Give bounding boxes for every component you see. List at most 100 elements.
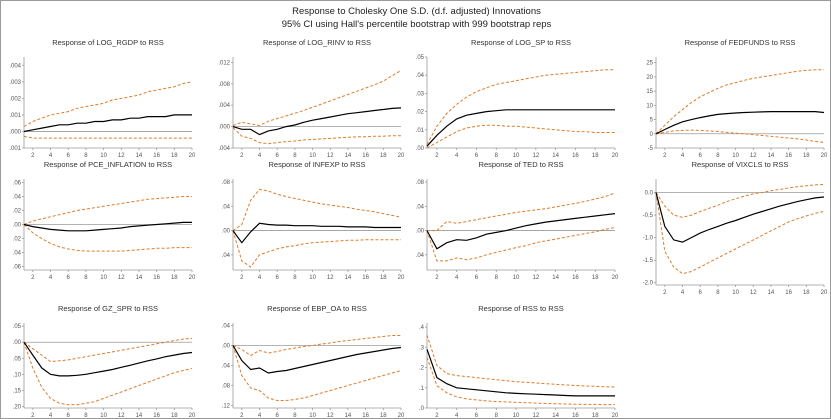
- x-tick-label: 14: [136, 275, 143, 281]
- x-tick-label: 12: [532, 153, 539, 159]
- upper-ci-line: [232, 188, 402, 232]
- response-line: [23, 341, 193, 377]
- x-tick-label: 14: [345, 275, 352, 281]
- upper-ci-line: [23, 81, 193, 127]
- x-tick-label: 8: [716, 153, 720, 159]
- irf-panel: Response of RSS to RSS .0 .1 .2 .3 .4 2 4 6 8 10 12…: [419, 304, 619, 418]
- y-tick-label: .00: [222, 344, 231, 350]
- y-tick-label: .04: [222, 253, 231, 259]
- x-tick-label: 12: [327, 153, 334, 159]
- y-tick-label: 5: [650, 118, 654, 124]
- x-tick-label: 16: [362, 413, 369, 418]
- x-tick-label: 10: [100, 413, 107, 418]
- x-tick-label: 2: [31, 153, 35, 159]
- y-tick-label: .04: [222, 324, 231, 330]
- figure-subtitle: 95% CI using Hall's percentile bootstrap…: [281, 19, 552, 30]
- panel-title: Response of GZ_SPR to RSS: [58, 304, 158, 313]
- x-tick-label: 4: [258, 413, 262, 418]
- x-tick-label: 18: [803, 290, 810, 296]
- y-tick-label: .00: [416, 229, 425, 235]
- response-line: [426, 349, 615, 397]
- y-tick-label: .001: [9, 113, 21, 119]
- panel-title: Response of VIXCLS to RSS: [692, 160, 789, 169]
- lower-ci-line: [655, 192, 825, 275]
- y-tick-label: .3: [419, 345, 425, 351]
- x-tick-label: 20: [398, 153, 405, 159]
- x-tick-label: 6: [699, 153, 703, 159]
- x-tick-label: 18: [592, 413, 599, 418]
- x-tick-label: 10: [732, 290, 739, 296]
- y-tick-label: .04: [416, 253, 425, 259]
- y-tick-label: 15: [646, 89, 653, 95]
- x-tick-label: 18: [380, 153, 387, 159]
- response-line: [232, 107, 402, 136]
- x-tick-label: 14: [136, 153, 143, 159]
- x-tick-label: 6: [475, 153, 479, 159]
- response-line: [23, 221, 192, 232]
- x-tick-label: 20: [612, 275, 619, 281]
- x-tick-label: 16: [572, 275, 579, 281]
- x-tick-label: 16: [785, 290, 792, 296]
- x-tick-label: 2: [31, 413, 35, 418]
- x-tick-label: 18: [171, 275, 178, 281]
- x-tick-label: 8: [716, 290, 720, 296]
- response-line: [426, 213, 616, 250]
- y-tick-label: .0: [419, 406, 425, 412]
- y-tick-label: -1.5: [643, 258, 654, 264]
- x-tick-label: 8: [495, 413, 499, 418]
- y-tick-label: .012: [218, 60, 230, 66]
- x-tick-label: 16: [362, 275, 369, 281]
- response-line: [23, 114, 192, 133]
- y-tick-label: .008: [218, 82, 230, 88]
- x-tick-label: 2: [435, 153, 439, 159]
- panel-title: Response of PCE_INFLATION to RSS: [44, 160, 172, 169]
- y-tick-label: .04: [416, 73, 425, 79]
- x-tick-label: 12: [327, 413, 334, 418]
- y-tick-label: -2.0: [643, 281, 654, 287]
- x-tick-label: 4: [681, 290, 685, 296]
- x-tick-label: 14: [552, 153, 559, 159]
- upper-ci-line: [655, 69, 824, 135]
- y-tick-label: .000: [218, 125, 230, 131]
- x-tick-label: 8: [84, 413, 88, 418]
- response-line: [426, 109, 615, 147]
- panel-title: Response of RSS to RSS: [478, 304, 563, 313]
- y-tick-label: .00: [222, 229, 231, 235]
- x-tick-label: 18: [592, 153, 599, 159]
- panel-title: Response of TED to RSS: [479, 160, 564, 169]
- x-tick-label: 4: [681, 153, 685, 159]
- x-tick-label: 10: [309, 275, 316, 281]
- x-tick-label: 20: [189, 153, 196, 159]
- x-tick-label: 18: [592, 275, 599, 281]
- x-tick-label: 14: [345, 153, 352, 159]
- x-tick-label: 4: [49, 275, 53, 281]
- response-line: [655, 192, 825, 243]
- x-tick-label: 4: [455, 413, 459, 418]
- lower-ci-line: [426, 357, 615, 406]
- y-tick-label: -5: [648, 146, 654, 152]
- y-tick-label: .02: [13, 237, 22, 243]
- response-line: [655, 110, 825, 135]
- irf-panel: Response of TED to RSS .04 .00 .04 .08 2 4 6 8 10…: [416, 160, 619, 281]
- y-tick-label: .20: [13, 404, 22, 410]
- irf-panel: Response of LOG_RINV to RSS .004 .000 .004.…: [218, 38, 405, 159]
- irf-panel: Response of PCE_INFLATION to RSS .06 .04 .0…: [13, 160, 196, 281]
- y-tick-label: .001: [9, 146, 21, 152]
- x-tick-label: 18: [380, 275, 387, 281]
- x-tick-label: 10: [309, 413, 316, 418]
- x-tick-label: 2: [435, 413, 439, 418]
- lower-ci-line: [232, 345, 402, 401]
- y-tick-label: .2: [419, 366, 425, 372]
- x-tick-label: 10: [100, 153, 107, 159]
- y-tick-label: .00: [13, 223, 22, 229]
- irf-panel: Response of GZ_SPR to RSS .20 .15 .10 .05 .00…: [13, 304, 196, 418]
- y-tick-label: .00: [13, 340, 22, 346]
- x-tick-label: 4: [455, 153, 459, 159]
- lower-ci-line: [232, 230, 401, 268]
- x-tick-label: 6: [475, 275, 479, 281]
- x-tick-label: 20: [612, 153, 619, 159]
- x-tick-label: 18: [380, 413, 387, 418]
- x-tick-label: 6: [699, 290, 703, 296]
- x-tick-label: 12: [118, 275, 125, 281]
